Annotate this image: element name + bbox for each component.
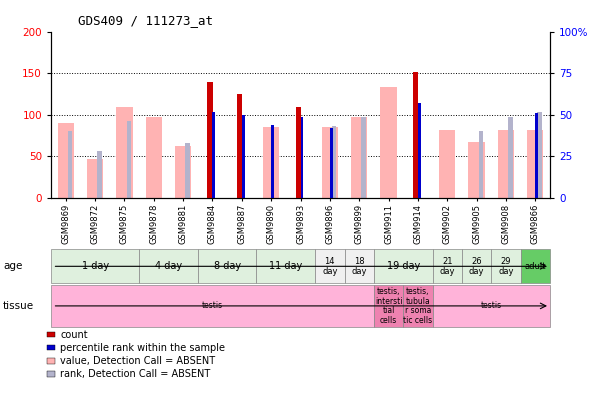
Text: testis,
tubula
r soma
tic cells: testis, tubula r soma tic cells — [403, 287, 433, 325]
Bar — [296, 107, 300, 198]
Bar — [332, 126, 337, 198]
Bar — [58, 123, 74, 198]
Bar — [433, 249, 462, 283]
Bar — [374, 285, 403, 327]
Text: 4 day: 4 day — [155, 261, 182, 271]
Bar — [374, 249, 433, 283]
Text: adult: adult — [525, 262, 546, 271]
Bar — [300, 117, 304, 198]
Bar — [439, 130, 456, 198]
Bar — [520, 249, 550, 283]
Text: 11 day: 11 day — [269, 261, 302, 271]
Bar — [237, 94, 242, 198]
Bar — [97, 150, 102, 198]
Bar — [462, 249, 491, 283]
Bar — [380, 87, 397, 198]
Text: 19 day: 19 day — [386, 261, 420, 271]
Text: testis: testis — [202, 301, 223, 310]
Bar — [418, 103, 421, 198]
Bar — [403, 285, 433, 327]
Text: 18
day: 18 day — [352, 257, 367, 276]
Bar — [508, 117, 513, 198]
Bar — [433, 285, 550, 327]
Bar — [351, 117, 367, 198]
Bar — [322, 127, 338, 198]
Bar — [469, 142, 484, 198]
Text: tissue: tissue — [3, 301, 34, 311]
Text: age: age — [3, 261, 22, 271]
Bar — [257, 249, 315, 283]
Bar — [213, 112, 215, 198]
Bar — [198, 249, 257, 283]
Bar — [498, 130, 514, 198]
Text: GDS409 / 111273_at: GDS409 / 111273_at — [78, 14, 213, 27]
Bar — [413, 72, 418, 198]
Bar — [361, 117, 366, 198]
Bar — [242, 115, 245, 198]
Bar — [315, 249, 344, 283]
Bar — [127, 122, 131, 198]
Bar — [207, 82, 213, 198]
Text: rank, Detection Call = ABSENT: rank, Detection Call = ABSENT — [60, 369, 210, 379]
Text: testis: testis — [481, 301, 502, 310]
Text: count: count — [60, 329, 88, 340]
Bar — [527, 130, 543, 198]
Bar — [117, 107, 132, 198]
Bar — [51, 249, 139, 283]
Bar — [479, 131, 483, 198]
Bar — [491, 249, 520, 283]
Bar — [344, 249, 374, 283]
Text: 29
day: 29 day — [498, 257, 514, 276]
Text: testis,
intersti
tial
cells: testis, intersti tial cells — [375, 287, 402, 325]
Bar — [175, 146, 191, 198]
Bar — [263, 127, 279, 198]
Text: 8 day: 8 day — [213, 261, 241, 271]
Text: 21
day: 21 day — [439, 257, 455, 276]
Text: 1 day: 1 day — [82, 261, 109, 271]
Bar — [185, 143, 190, 198]
Text: 14
day: 14 day — [322, 257, 338, 276]
Bar — [537, 112, 542, 198]
Bar — [139, 249, 198, 283]
Bar — [535, 113, 538, 198]
Bar — [68, 131, 72, 198]
Text: percentile rank within the sample: percentile rank within the sample — [60, 343, 225, 353]
Bar — [51, 285, 374, 327]
Bar — [330, 128, 333, 198]
Bar — [271, 125, 274, 198]
Text: value, Detection Call = ABSENT: value, Detection Call = ABSENT — [60, 356, 215, 366]
Bar — [145, 117, 162, 198]
Bar — [87, 159, 103, 198]
Text: 26
day: 26 day — [469, 257, 484, 276]
